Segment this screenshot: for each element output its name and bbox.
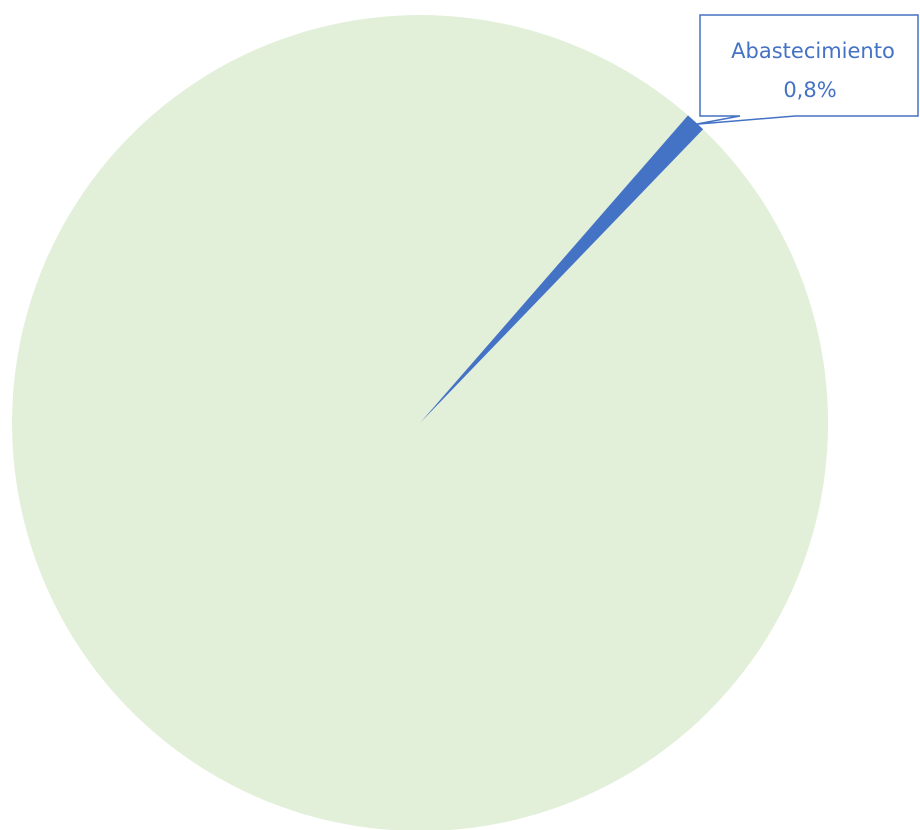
slice-value-abastecimiento: 0,8% [783, 78, 836, 102]
callout-box [695, 14, 919, 125]
pie-slices [12, 15, 828, 830]
pie-slice-other [12, 15, 828, 830]
data-label-callout: Abastecimiento 0,8% [695, 14, 919, 125]
slice-label-abastecimiento: Abastecimiento [731, 39, 895, 63]
pie-slice-abastecimiento [420, 115, 704, 424]
